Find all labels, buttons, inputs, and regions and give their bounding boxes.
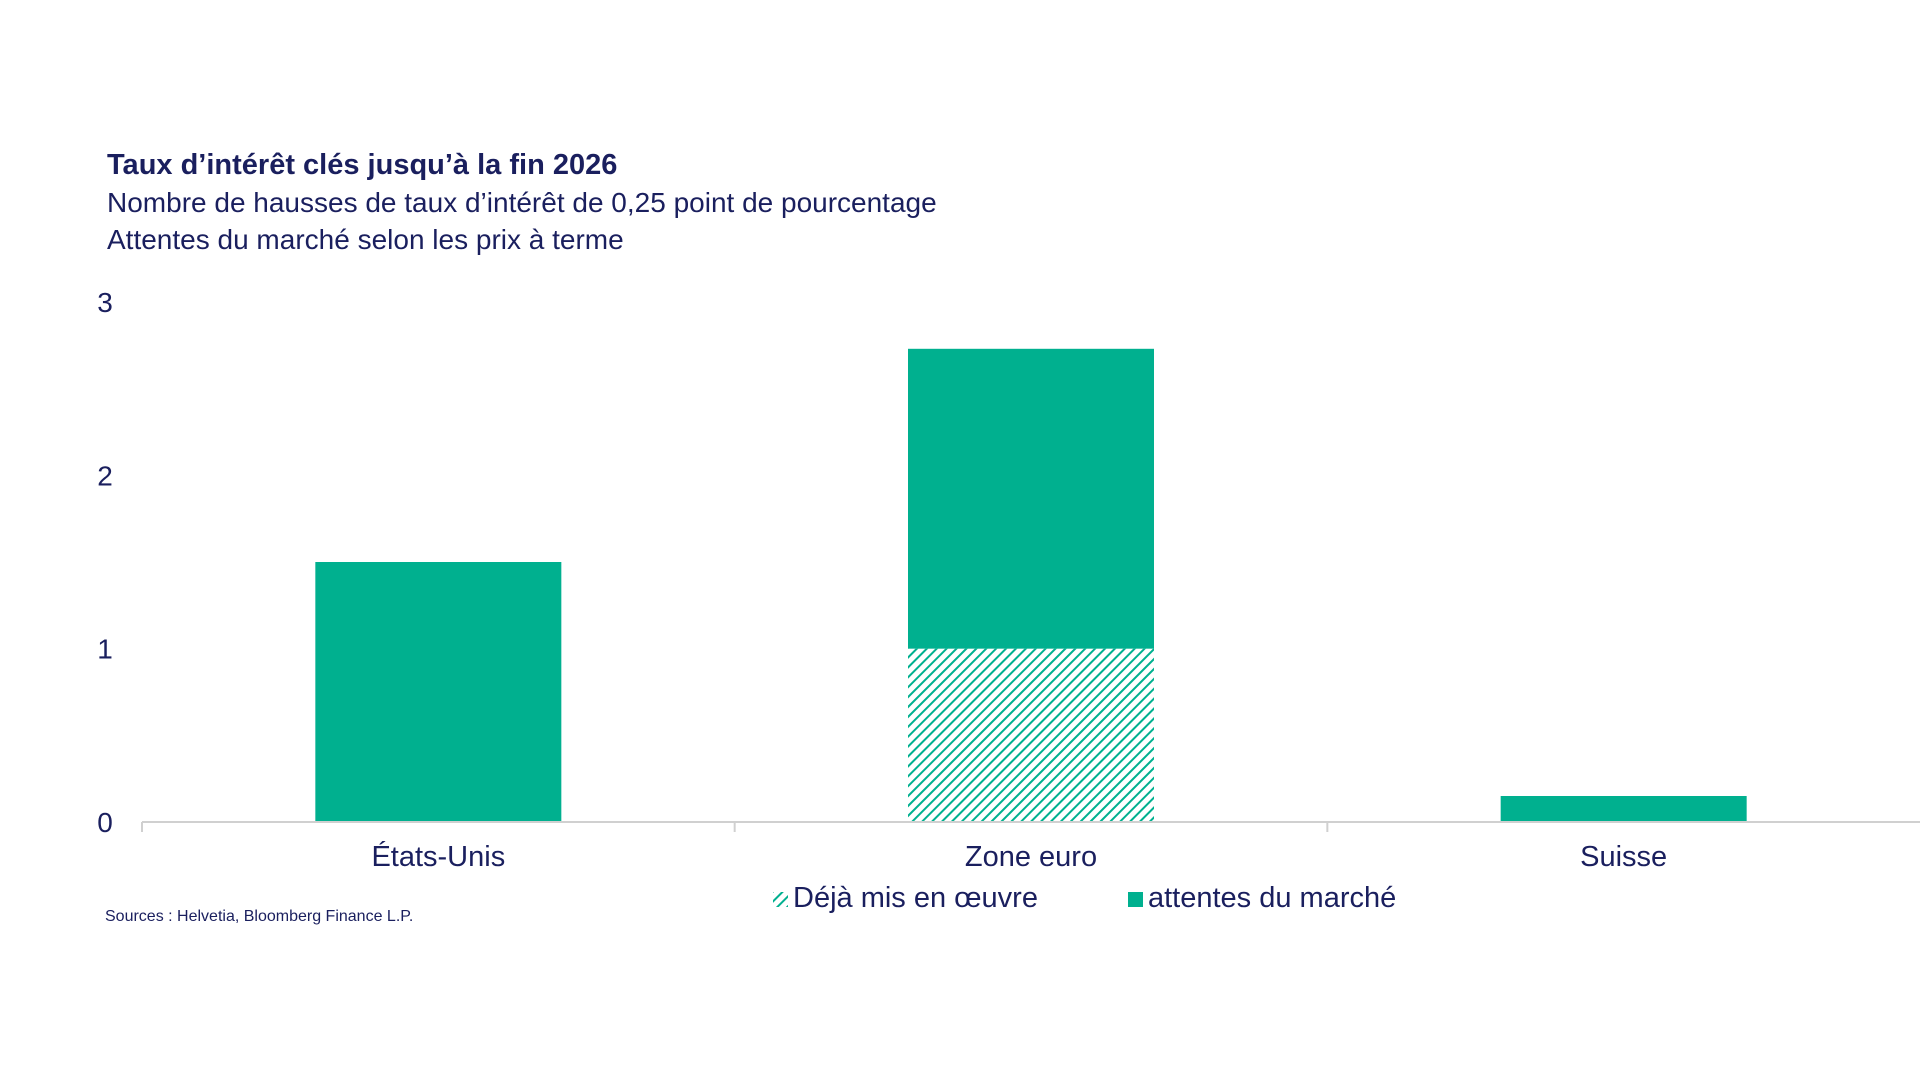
- y-tick-label: 0: [97, 807, 113, 838]
- x-axis-labels: États-Unis Zone euro Suisse: [371, 840, 1667, 873]
- chart-header: Taux d’intérêt clés jusqu’à la fin 2026 …: [107, 146, 937, 258]
- chart-title: Taux d’intérêt clés jusqu’à la fin 2026: [107, 149, 618, 181]
- source-note: Sources : Helvetia, Bloomberg Finance L.…: [105, 908, 414, 925]
- y-tick-label: 1: [97, 634, 113, 665]
- bar-market-expectation: [315, 562, 562, 822]
- x-axis: [141, 821, 1920, 832]
- y-axis-ticks: 0 1 2 3: [97, 287, 113, 838]
- x-tick-label: Zone euro: [965, 841, 1097, 873]
- legend-label: Déjà mis en œuvre: [793, 882, 1038, 914]
- y-tick-label: 2: [97, 460, 113, 491]
- x-tick-label: Suisse: [1580, 841, 1667, 873]
- legend-swatch: [1128, 892, 1143, 907]
- chart-subtitle-2: Attentes du marché selon les prix à term…: [107, 224, 624, 255]
- y-tick-label: 3: [97, 287, 113, 318]
- legend-label: attentes du marché: [1148, 882, 1396, 914]
- bars-group: [315, 348, 1747, 822]
- chart-subtitle: Nombre de hausses de taux d’intérêt de 0…: [107, 187, 937, 218]
- bar-market-expectation: [1500, 796, 1747, 822]
- bar-implemented: [908, 648, 1154, 822]
- x-tick-label: États-Unis: [371, 840, 505, 873]
- bar-market-expectation: [908, 348, 1154, 649]
- legend-swatch: [773, 892, 788, 907]
- legend: Déjà mis en œuvre attentes du marché: [773, 882, 1396, 914]
